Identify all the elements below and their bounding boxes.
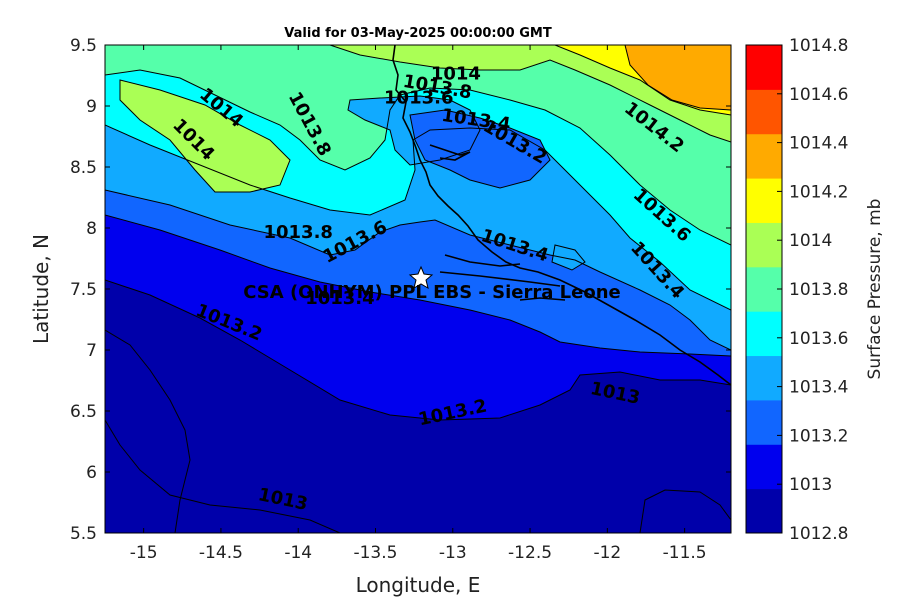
colorbar-tick-label: 1014.6: [789, 85, 848, 105]
y-tick-label: 9: [86, 97, 97, 117]
plot-area: [105, 45, 731, 533]
colorbar-tick-label: 1014.2: [789, 182, 848, 202]
colorbar-swatch: [746, 488, 782, 534]
y-tick-label: 7: [86, 341, 97, 361]
band-1014-4: [625, 45, 731, 110]
colorbar-swatch: [746, 45, 782, 90]
colorbar-swatch: [746, 355, 782, 401]
y-tick-label: 6.5: [70, 402, 97, 422]
y-tick-label: 6: [86, 463, 97, 483]
colorbar-tick-label: 1014: [789, 231, 832, 251]
contour-line-east-1013-2: [551, 244, 586, 271]
colorbar-label: Surface Pressure, mb: [865, 199, 885, 380]
y-axis-ticks: 5.5 6 6.5 7 7.5 8 8.5 9 9.5: [70, 36, 731, 544]
colorbar-swatch: [746, 444, 782, 490]
contour-line-sw-1012-8: [105, 329, 191, 533]
x-tick-label: -13.5: [353, 543, 397, 563]
coastline-main: [392, 45, 731, 386]
contour-line-1014: [119, 79, 291, 193]
colorbar-swatch: [746, 89, 782, 135]
contour-line-1013-4: [105, 189, 731, 351]
contour-line-1013: [105, 279, 731, 421]
contour-label: 1013.8: [263, 222, 332, 243]
x-tick-label: -15: [130, 543, 158, 563]
x-tick-label: -14.5: [199, 543, 243, 563]
contour-line-se-1012-8: [639, 489, 731, 533]
y-tick-label: 5.5: [70, 524, 97, 544]
colorbar: 1012.8 1013 1013.2 1013.4 1013.6 1013.8 1014 10…: [746, 36, 848, 544]
coastline-islands: [429, 144, 566, 301]
low-1013-2-east: [552, 245, 585, 270]
station-marker: CSA (ONHYM) PPL EBS - Sierra Leone: [243, 265, 621, 303]
contour-label: 1013.4: [305, 288, 374, 309]
colorbar-tick-label: 1013.8: [789, 280, 848, 300]
chart-title: Valid for 03-May-2025 00:00:00 GMT: [284, 26, 552, 41]
colorbar-swatch: [746, 222, 782, 268]
contour-line-1014-north: [329, 45, 731, 143]
contour-line-low-1013-2: [409, 109, 551, 189]
y-tick-label: 7.5: [70, 280, 97, 300]
station-label: CSA (ONHYM) PPL EBS - Sierra Leone: [243, 282, 620, 303]
x-tick-label: -14: [284, 543, 312, 563]
contour-line-sw-1012-8b: [105, 419, 341, 533]
colorbar-tick-label: 1013.6: [789, 329, 848, 349]
colorbar-swatch: [746, 133, 782, 179]
coastline: [392, 45, 731, 386]
colorbar-tick-label: 1012.8: [789, 524, 848, 544]
x-tick-label: -12: [593, 543, 621, 563]
y-tick-label: 8.5: [70, 158, 97, 178]
colorbar-tick-label: 1014.4: [789, 134, 848, 154]
colorbar-swatch: [746, 266, 782, 312]
x-tick-label: -11.5: [663, 543, 707, 563]
y-tick-label: 9.5: [70, 36, 97, 56]
x-tick-label: -12.5: [508, 543, 552, 563]
colorbar-tick-label: 1013: [789, 475, 832, 495]
band-1014: [120, 80, 290, 192]
contour-label: 1014: [431, 63, 481, 84]
x-tick-label: -13: [439, 543, 467, 563]
x-axis-ticks: -15 -14.5 -14 -13.5 -13 -12.5 -12 -11.5: [130, 45, 707, 563]
contour-line-1013-2: [105, 214, 731, 357]
colorbar-tick-label: 1013.4: [789, 378, 848, 398]
band-1013-8: [105, 45, 731, 245]
contour-line-1013-8: [105, 69, 731, 246]
colorbar-swatch: [746, 178, 782, 223]
contour-label: 1013.6: [384, 88, 453, 109]
colorbar-tick-label: 1014.8: [789, 36, 848, 56]
y-tick-label: 8: [86, 219, 97, 239]
x-axis-label: Longitude, E: [356, 573, 481, 597]
contour-line-1014-4: [624, 45, 731, 111]
contour-fills: [105, 45, 731, 533]
colorbar-swatch: [746, 399, 782, 445]
station-star-icon: [408, 265, 434, 290]
y-axis-label: Latitude, N: [29, 234, 53, 344]
colorbar-swatch: [746, 311, 782, 357]
contour-line-low-1013-4: [347, 95, 481, 166]
colorbar-tick-label: 1013.2: [789, 426, 848, 446]
contour-line-1014-2: [554, 45, 731, 116]
contour-lines: [105, 45, 731, 533]
colorbar-frame: [745, 44, 783, 534]
